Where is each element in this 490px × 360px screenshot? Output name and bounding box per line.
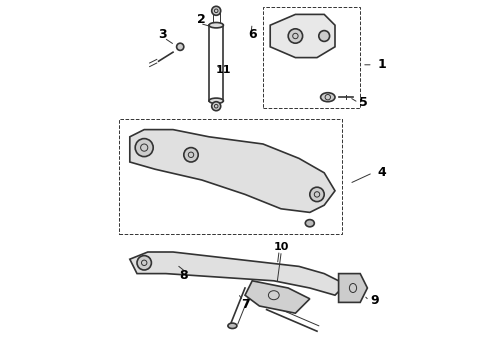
Text: 1: 1 (377, 58, 386, 71)
Ellipse shape (288, 29, 303, 43)
Text: 11: 11 (216, 65, 231, 75)
Text: 9: 9 (370, 294, 379, 307)
Polygon shape (130, 252, 346, 295)
Ellipse shape (212, 102, 220, 111)
Ellipse shape (209, 23, 223, 28)
Text: 5: 5 (360, 96, 368, 109)
Text: 7: 7 (241, 298, 249, 311)
Ellipse shape (176, 43, 184, 50)
Text: 4: 4 (377, 166, 386, 179)
Bar (119, 119, 342, 234)
Text: 8: 8 (179, 269, 188, 282)
Polygon shape (270, 14, 335, 58)
Ellipse shape (137, 256, 151, 270)
Text: 6: 6 (248, 28, 256, 41)
Bar (263, 7, 360, 108)
Ellipse shape (212, 6, 220, 15)
Polygon shape (130, 130, 335, 212)
Polygon shape (245, 281, 310, 313)
Ellipse shape (184, 148, 198, 162)
Ellipse shape (209, 98, 223, 104)
Ellipse shape (320, 93, 335, 102)
Text: 2: 2 (197, 13, 206, 26)
Ellipse shape (135, 139, 153, 157)
Ellipse shape (310, 187, 324, 202)
Ellipse shape (305, 220, 314, 227)
Text: 3: 3 (158, 28, 167, 41)
Ellipse shape (319, 31, 330, 41)
Ellipse shape (228, 323, 237, 328)
Text: 10: 10 (273, 242, 289, 252)
Polygon shape (339, 274, 368, 302)
